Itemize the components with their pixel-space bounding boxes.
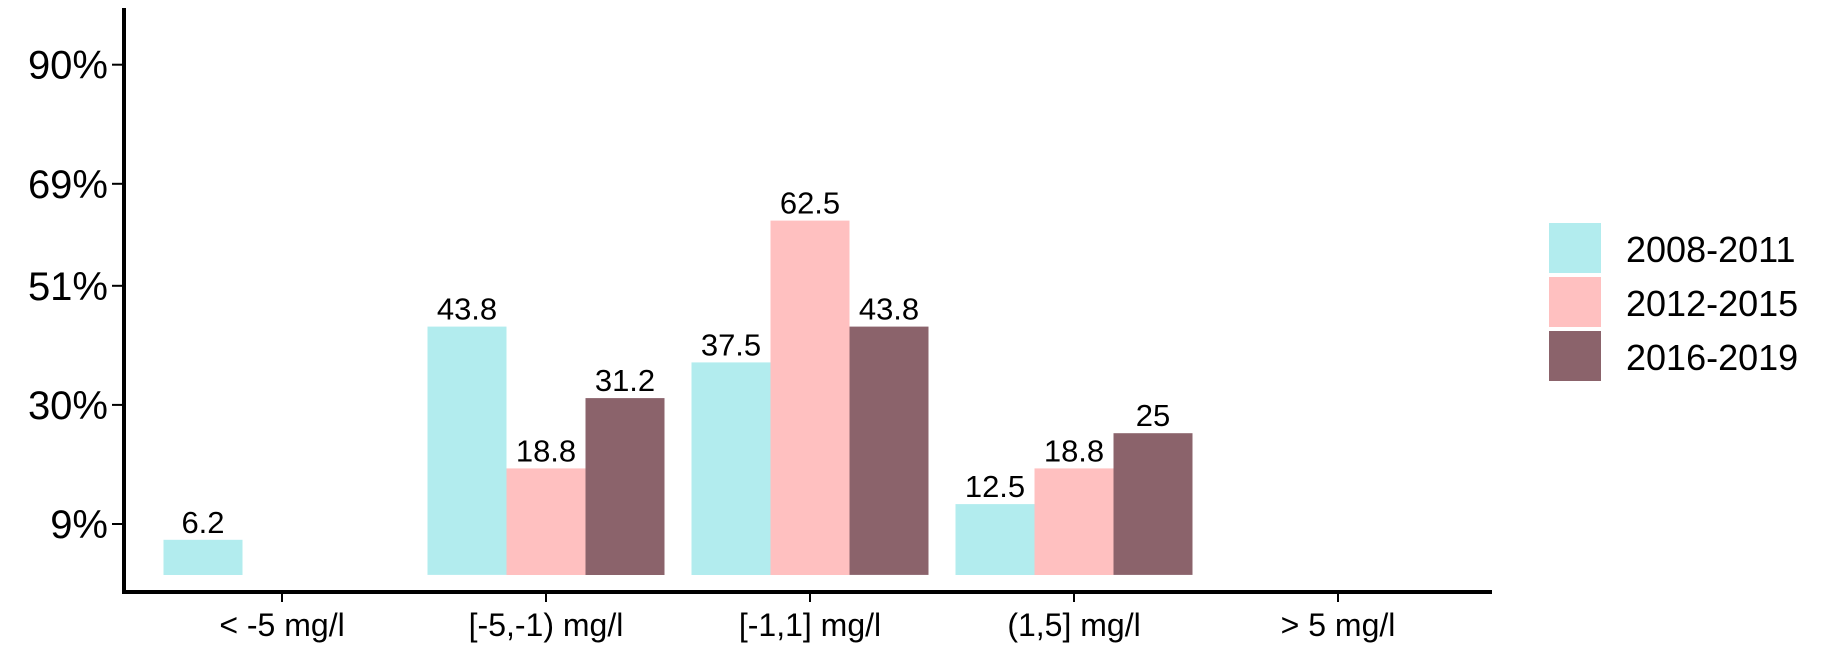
y-tick-label: 90% [28, 44, 108, 88]
data-label: 18.8 [1044, 433, 1104, 468]
data-label: 25 [1136, 398, 1170, 433]
x-tick-label: [-1,1] mg/l [739, 607, 881, 643]
x-axis-ticks: < -5 mg/l [-5,-1) mg/l [-1,1] mg/l (1,5] mg… [219, 594, 1395, 643]
data-labels-group: 6.2 43.8 18.8 31.2 37.5 62.5 43.8 12.5 18.8 25 [181, 186, 1170, 540]
legend-key [1547, 275, 1603, 329]
bar [955, 504, 1035, 575]
data-label: 31.2 [595, 363, 655, 398]
data-label: 43.8 [859, 292, 919, 327]
bar [1034, 468, 1114, 575]
data-label: 12.5 [965, 469, 1025, 504]
legend-key [1547, 221, 1603, 275]
bar [506, 468, 586, 575]
bar [849, 326, 929, 575]
legend-key [1547, 329, 1603, 383]
y-tick-label: 9% [50, 503, 108, 547]
bar [691, 362, 771, 575]
data-label: 62.5 [780, 186, 840, 221]
bar [1113, 433, 1193, 575]
y-tick-label: 30% [28, 384, 108, 428]
y-axis-ticks: 9% 30% 51% 69% 90% [28, 44, 122, 547]
legend-label: 2008-2011 [1626, 229, 1796, 270]
bar [585, 398, 665, 575]
bar [163, 539, 243, 575]
x-tick-label: [-5,-1) mg/l [469, 607, 624, 643]
data-label: 37.5 [701, 327, 761, 362]
y-tick-label: 51% [28, 265, 108, 309]
y-tick-label: 69% [28, 163, 108, 207]
data-label: 43.8 [437, 292, 497, 327]
legend-label: 2016-2019 [1626, 337, 1798, 378]
data-label: 18.8 [516, 433, 576, 468]
bar [427, 326, 507, 575]
bar [770, 220, 850, 575]
x-tick-label: > 5 mg/l [1281, 607, 1396, 643]
x-tick-label: < -5 mg/l [219, 607, 344, 643]
legend-label: 2012-2015 [1626, 283, 1798, 324]
legend: 2008-2011 2012-2015 2016-2019 [1547, 221, 1798, 383]
bars-group [163, 220, 1193, 575]
data-label: 6.2 [181, 505, 224, 540]
x-tick-label: (1,5] mg/l [1007, 607, 1140, 643]
